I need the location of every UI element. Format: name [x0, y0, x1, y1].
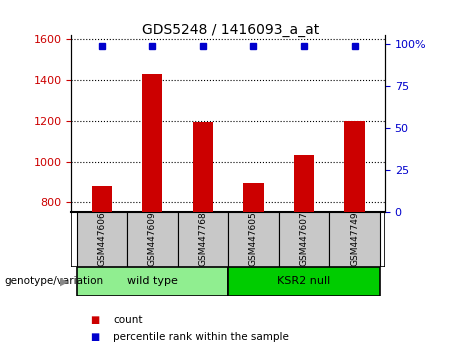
Text: GSM447606: GSM447606 — [97, 211, 106, 266]
Text: GSM447607: GSM447607 — [300, 211, 308, 266]
Bar — [77, 212, 127, 267]
Text: GDS5248 / 1416093_a_at: GDS5248 / 1416093_a_at — [142, 23, 319, 37]
Bar — [344, 121, 365, 212]
Text: percentile rank within the sample: percentile rank within the sample — [113, 332, 289, 342]
Bar — [279, 212, 329, 267]
Text: ■: ■ — [90, 332, 99, 342]
Text: ▶: ▶ — [60, 276, 68, 286]
Bar — [177, 212, 228, 267]
Bar — [294, 155, 314, 212]
Bar — [329, 212, 380, 267]
Text: GSM447609: GSM447609 — [148, 211, 157, 266]
Bar — [127, 212, 177, 267]
Text: GSM447749: GSM447749 — [350, 211, 359, 266]
Text: wild type: wild type — [127, 276, 178, 286]
Bar — [228, 212, 279, 267]
Bar — [228, 267, 380, 296]
Bar — [243, 183, 264, 212]
Text: KSR2 null: KSR2 null — [278, 276, 331, 286]
Text: GSM447768: GSM447768 — [198, 211, 207, 266]
Text: genotype/variation: genotype/variation — [5, 276, 104, 286]
Text: ■: ■ — [90, 315, 99, 325]
Bar — [193, 122, 213, 212]
Bar — [92, 186, 112, 212]
Bar — [142, 74, 162, 212]
Text: count: count — [113, 315, 142, 325]
Bar — [77, 267, 228, 296]
Text: GSM447605: GSM447605 — [249, 211, 258, 266]
